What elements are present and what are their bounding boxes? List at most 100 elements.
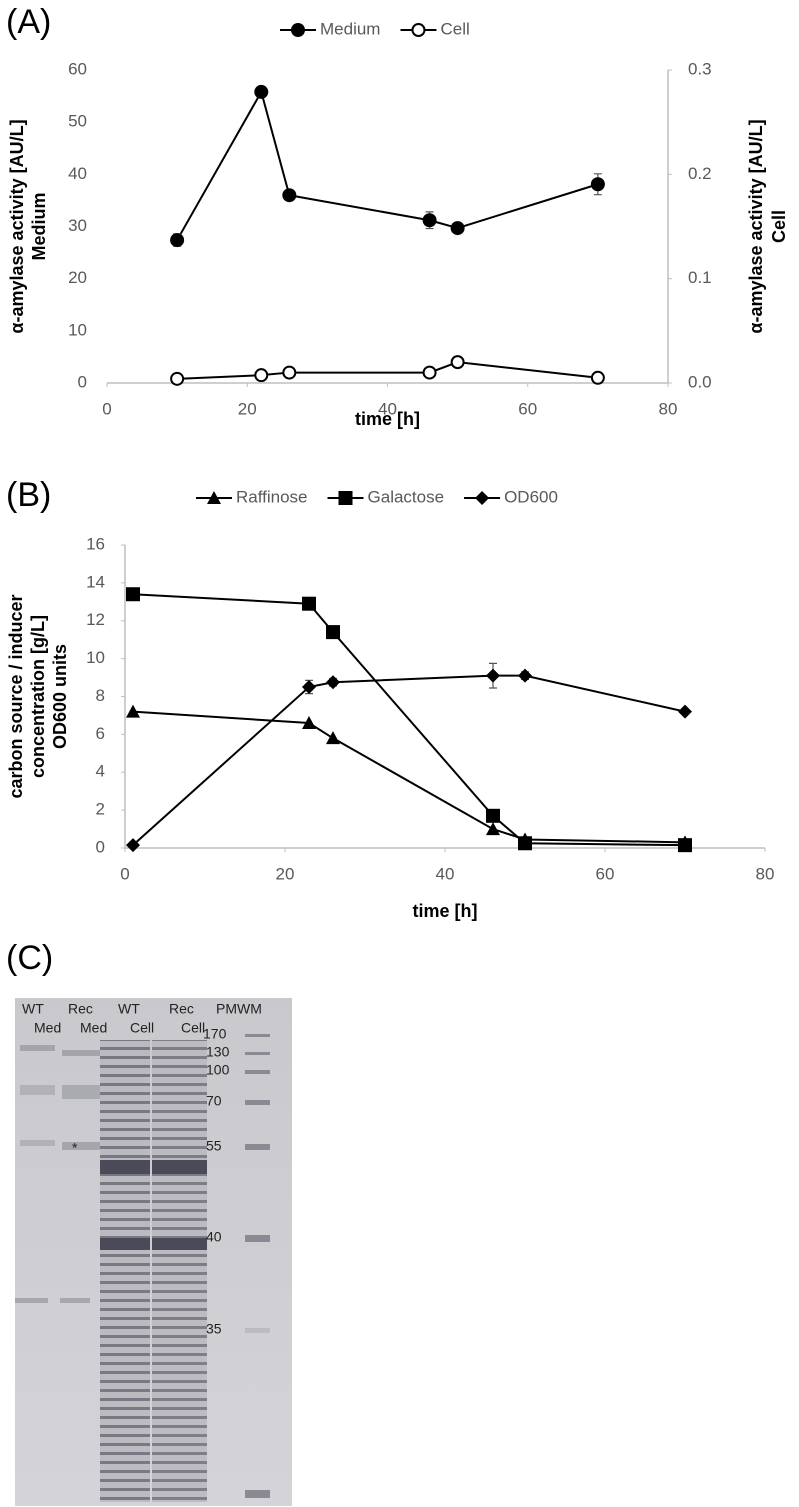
marker bbox=[486, 822, 500, 836]
marker bbox=[170, 233, 185, 248]
y-tick-label: 4 bbox=[96, 762, 105, 781]
y-tick-label: 16 bbox=[86, 534, 105, 553]
y-axis-label: carbon source / inducer bbox=[6, 594, 26, 798]
legend-label: Raffinose bbox=[236, 487, 308, 506]
y-tick-label: 60 bbox=[68, 59, 87, 78]
marker bbox=[518, 836, 532, 851]
marker-label: 100 bbox=[206, 1062, 230, 1078]
y-axis-label: OD600 units bbox=[50, 644, 70, 749]
y-axis-label: concentration [g/L] bbox=[28, 615, 48, 778]
x-axis-label: time [h] bbox=[413, 901, 478, 921]
lane-label: Cell bbox=[181, 1020, 205, 1036]
y-tick-label: 50 bbox=[68, 112, 87, 131]
marker bbox=[254, 84, 269, 99]
y2-tick-label: 0.3 bbox=[688, 59, 712, 78]
y-tick-label: 10 bbox=[68, 320, 87, 339]
marker bbox=[475, 491, 490, 505]
x-tick-label: 0 bbox=[102, 399, 111, 418]
marker bbox=[302, 680, 316, 695]
marker-label: 35 bbox=[206, 1321, 222, 1337]
band-asterisk: * bbox=[72, 1140, 78, 1156]
lane-label: Cell bbox=[130, 1020, 154, 1036]
marker bbox=[170, 371, 185, 386]
marker bbox=[678, 704, 692, 719]
marker bbox=[450, 221, 465, 236]
lane-label: WT bbox=[22, 1001, 44, 1017]
y2-axis-label: Cell bbox=[769, 210, 789, 243]
x-tick-label: 0 bbox=[120, 864, 129, 883]
marker bbox=[254, 368, 269, 383]
x-tick-label: 20 bbox=[276, 864, 295, 883]
marker-label: 55 bbox=[206, 1138, 222, 1154]
marker bbox=[678, 838, 692, 853]
marker bbox=[326, 625, 340, 640]
marker bbox=[338, 491, 353, 505]
marker-label: 70 bbox=[206, 1093, 222, 1109]
series-line bbox=[177, 361, 598, 380]
series-line bbox=[176, 89, 599, 241]
y-axis-label: α-amylase activity [AU/L] bbox=[7, 119, 27, 333]
panel-label: (C) bbox=[6, 939, 53, 977]
series-line bbox=[132, 710, 686, 844]
marker bbox=[126, 587, 140, 602]
panel-label: (A) bbox=[6, 3, 51, 41]
marker bbox=[207, 491, 221, 504]
lane-label: PMWM bbox=[216, 1001, 262, 1017]
y-tick-label: 12 bbox=[86, 610, 105, 629]
x-tick-label: 20 bbox=[238, 399, 257, 418]
gel-image bbox=[15, 998, 292, 1506]
y-tick-label: 20 bbox=[68, 268, 87, 287]
marker bbox=[411, 23, 426, 37]
marker bbox=[590, 177, 605, 192]
y2-tick-label: 0.0 bbox=[688, 372, 712, 391]
x-tick-label: 80 bbox=[756, 864, 775, 883]
marker bbox=[126, 838, 140, 853]
y-axis-label: Medium bbox=[29, 192, 49, 260]
y2-tick-label: 0.2 bbox=[688, 164, 712, 183]
x-tick-label: 80 bbox=[659, 399, 678, 418]
marker bbox=[590, 370, 605, 385]
legend-label: Cell bbox=[440, 19, 469, 38]
x-tick-label: 40 bbox=[436, 864, 455, 883]
series-line bbox=[132, 674, 686, 846]
marker bbox=[291, 23, 305, 37]
marker bbox=[282, 188, 297, 203]
lane-label: Rec bbox=[169, 1001, 194, 1017]
legend-label: OD600 bbox=[504, 487, 558, 506]
marker bbox=[326, 675, 340, 690]
marker bbox=[450, 355, 465, 370]
marker bbox=[326, 731, 340, 745]
gel-labels: WT Med Rec Med WT Cell Rec Cell PMWM 170 130 100 70 5… bbox=[22, 1001, 262, 1337]
marker bbox=[422, 365, 437, 380]
marker bbox=[422, 213, 437, 228]
legend-label: Galactose bbox=[368, 487, 445, 506]
marker-label: 130 bbox=[206, 1044, 230, 1060]
marker bbox=[126, 704, 140, 718]
y-tick-label: 8 bbox=[96, 686, 105, 705]
y2-tick-label: 0.1 bbox=[688, 268, 712, 287]
marker-label: 40 bbox=[206, 1229, 222, 1245]
legend-label: Medium bbox=[320, 19, 380, 38]
series-line bbox=[132, 593, 686, 847]
marker bbox=[282, 365, 297, 380]
x-tick-label: 60 bbox=[596, 864, 615, 883]
marker-label: 170 bbox=[203, 1026, 227, 1042]
panel-label: (B) bbox=[6, 476, 51, 514]
y-tick-label: 40 bbox=[68, 164, 87, 183]
marker bbox=[302, 716, 316, 730]
y-tick-label: 14 bbox=[86, 572, 105, 591]
lane-label: Med bbox=[34, 1020, 61, 1036]
x-axis-label: time [h] bbox=[355, 409, 420, 429]
y-tick-label: 30 bbox=[68, 216, 87, 235]
x-tick-label: 40 bbox=[378, 399, 397, 418]
marker bbox=[486, 808, 500, 823]
y-tick-label: 10 bbox=[86, 648, 105, 667]
x-tick-label: 60 bbox=[518, 399, 537, 418]
y2-axis-label: α-amylase activity [AU/L] bbox=[746, 119, 766, 333]
y-tick-label: 2 bbox=[96, 800, 105, 819]
y-tick-label: 6 bbox=[96, 724, 105, 743]
lane-label: Rec bbox=[68, 1001, 93, 1017]
y-tick-label: 0 bbox=[96, 837, 105, 856]
marker bbox=[486, 668, 500, 683]
y-tick-label: 0 bbox=[78, 372, 87, 391]
